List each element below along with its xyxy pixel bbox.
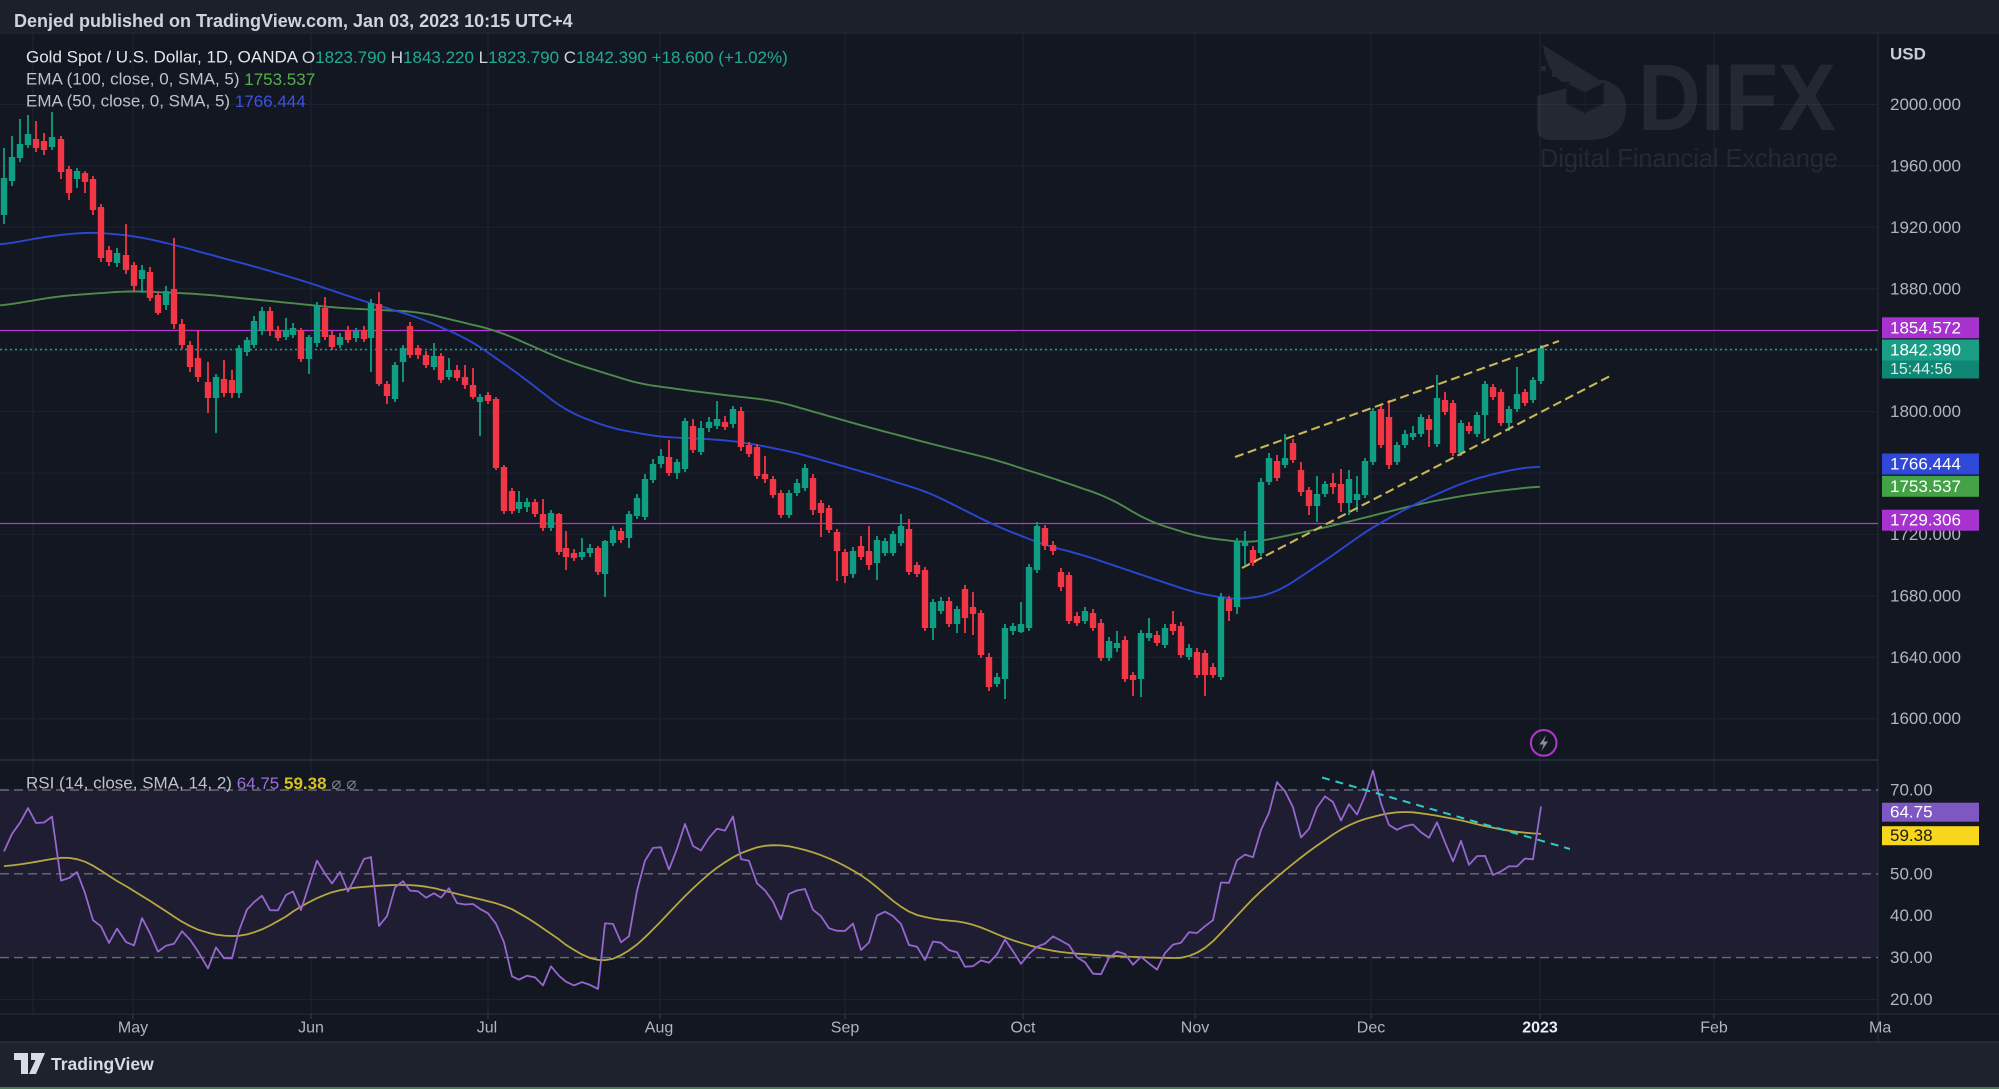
svg-text:Digital Financial Exchange: Digital Financial Exchange — [1540, 143, 1838, 173]
svg-text:1600.000: 1600.000 — [1890, 709, 1961, 728]
svg-text:1960.000: 1960.000 — [1890, 156, 1961, 175]
svg-text:1680.000: 1680.000 — [1890, 586, 1961, 605]
svg-text:May: May — [118, 1020, 148, 1037]
svg-text:64.75: 64.75 — [1890, 803, 1933, 822]
svg-text:1854.572: 1854.572 — [1890, 318, 1961, 337]
svg-text:50.00: 50.00 — [1890, 864, 1933, 883]
svg-text:40.00: 40.00 — [1890, 906, 1933, 925]
svg-text:15:44:56: 15:44:56 — [1890, 361, 1952, 378]
svg-text:1640.000: 1640.000 — [1890, 648, 1961, 667]
svg-text:Jul: Jul — [477, 1020, 497, 1037]
svg-text:USD: USD — [1890, 45, 1926, 64]
svg-text:Sep: Sep — [831, 1020, 860, 1037]
svg-text:Oct: Oct — [1011, 1020, 1036, 1037]
svg-text:EMA (50, close, 0, SMA, 5) 176: EMA (50, close, 0, SMA, 5) 1766.444 — [26, 92, 306, 111]
svg-text:2023: 2023 — [1522, 1020, 1558, 1037]
svg-text:Jun: Jun — [298, 1020, 324, 1037]
svg-text:DIFX: DIFX — [1638, 45, 1836, 151]
svg-text:Denjed published on TradingVie: Denjed published on TradingView.com, Jan… — [14, 11, 573, 31]
svg-text:Feb: Feb — [1700, 1020, 1728, 1037]
svg-text:1880.000: 1880.000 — [1890, 279, 1961, 298]
svg-text:1729.306: 1729.306 — [1890, 511, 1961, 530]
svg-text:30.00: 30.00 — [1890, 948, 1933, 967]
svg-text:1766.444: 1766.444 — [1890, 455, 1961, 474]
svg-text:1753.537: 1753.537 — [1890, 477, 1961, 496]
svg-text:EMA (100, close, 0, SMA, 5) 17: EMA (100, close, 0, SMA, 5) 1753.537 — [26, 70, 315, 89]
svg-text:1800.000: 1800.000 — [1890, 402, 1961, 421]
svg-text:Dec: Dec — [1357, 1020, 1385, 1037]
svg-text:Nov: Nov — [1181, 1020, 1209, 1037]
svg-text:RSI (14, close, SMA, 14, 2) 64: RSI (14, close, SMA, 14, 2) 64.75 59.38 … — [26, 774, 356, 793]
svg-text:TradingView: TradingView — [51, 1054, 154, 1074]
svg-text:1842.390: 1842.390 — [1890, 341, 1961, 360]
svg-text:70.00: 70.00 — [1890, 781, 1933, 800]
svg-text:20.00: 20.00 — [1890, 990, 1933, 1009]
svg-text:1920.000: 1920.000 — [1890, 218, 1961, 237]
svg-text:Gold Spot / U.S. Dollar, 1D, O: Gold Spot / U.S. Dollar, 1D, OANDA O1823… — [26, 48, 788, 67]
svg-text:Aug: Aug — [645, 1020, 673, 1037]
svg-text:59.38: 59.38 — [1890, 826, 1933, 845]
svg-text:Ma: Ma — [1869, 1020, 1891, 1037]
svg-text:2000.000: 2000.000 — [1890, 95, 1961, 114]
